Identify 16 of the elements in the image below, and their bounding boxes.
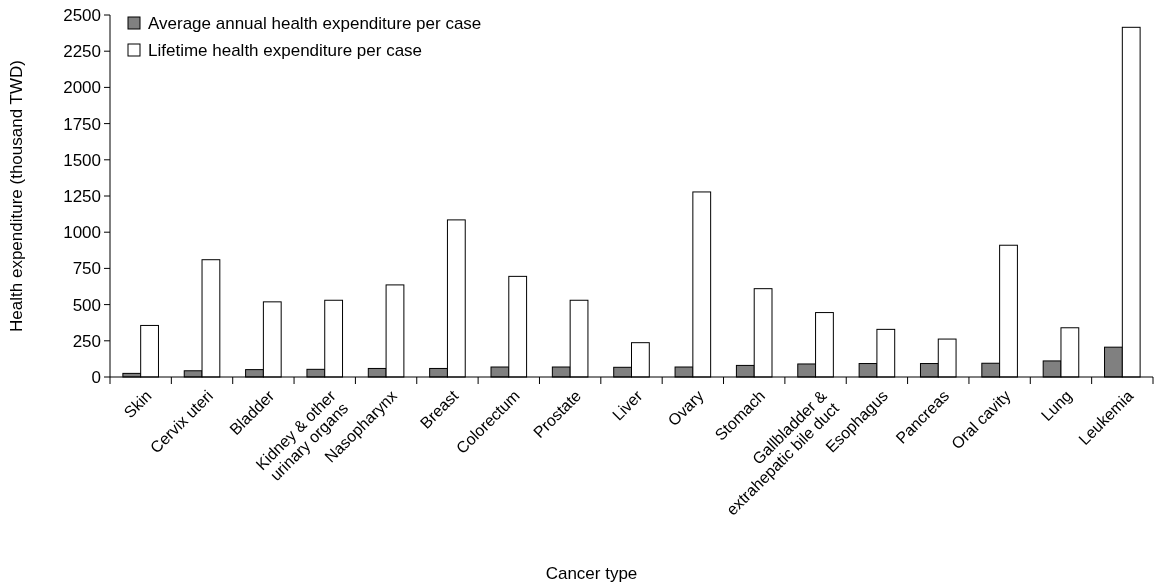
y-tick-label: 1500 xyxy=(63,150,101,170)
y-tick-label: 2250 xyxy=(63,42,101,62)
x-tick-label: Skin xyxy=(120,387,155,422)
y-tick-label: 2000 xyxy=(63,78,101,98)
y-tick-label: 750 xyxy=(72,259,101,279)
y-tick-label: 1000 xyxy=(63,223,101,243)
y-tick-label: 0 xyxy=(91,367,101,387)
y-tick-label: 1750 xyxy=(63,114,101,134)
y-tick-label: 500 xyxy=(72,295,101,315)
x-axis-title: Cancer type xyxy=(545,564,638,583)
legend-label: Average annual health expenditure per case xyxy=(148,13,482,33)
y-tick-label: 250 xyxy=(72,331,101,351)
y-tick-label: 2500 xyxy=(63,5,101,25)
legend-label: Lifetime health expenditure per case xyxy=(148,40,423,60)
y-tick-label: 1250 xyxy=(63,186,101,206)
y-axis-title: Health expenditure (thousand TWD) xyxy=(7,60,26,332)
